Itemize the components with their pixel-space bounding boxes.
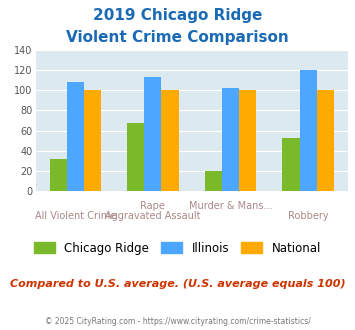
Bar [162,90,179,191]
Bar [144,77,162,191]
Bar [300,70,317,191]
Bar [205,171,222,191]
Text: 2019 Chicago Ridge: 2019 Chicago Ridge [93,8,262,23]
Bar [222,88,239,191]
Bar [239,90,256,191]
Bar [127,123,144,191]
Text: Compared to U.S. average. (U.S. average equals 100): Compared to U.S. average. (U.S. average … [10,279,345,289]
Bar [317,90,334,191]
Bar [67,82,84,191]
Text: Rape: Rape [141,201,165,211]
Bar [50,159,67,191]
Text: Aggravated Assault: Aggravated Assault [105,211,201,221]
Text: Violent Crime Comparison: Violent Crime Comparison [66,30,289,45]
Text: Robbery: Robbery [288,211,328,221]
Bar [283,138,300,191]
Text: All Violent Crime: All Violent Crime [35,211,116,221]
Text: © 2025 CityRating.com - https://www.cityrating.com/crime-statistics/: © 2025 CityRating.com - https://www.city… [45,317,310,326]
Legend: Chicago Ridge, Illinois, National: Chicago Ridge, Illinois, National [29,237,326,259]
Text: Murder & Mans...: Murder & Mans... [189,201,272,211]
Bar [84,90,101,191]
